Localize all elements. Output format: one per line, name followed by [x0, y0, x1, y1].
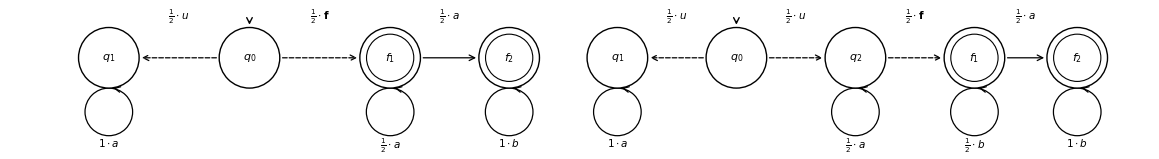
Text: $\frac{1}{2} \cdot u$: $\frac{1}{2} \cdot u$: [666, 7, 687, 26]
Text: $q_0$: $q_0$: [730, 52, 743, 64]
Circle shape: [79, 28, 139, 88]
Text: $f_2$: $f_2$: [1072, 51, 1083, 65]
Text: $f_2$: $f_2$: [504, 51, 515, 65]
Text: $\frac{1}{2} \cdot u$: $\frac{1}{2} \cdot u$: [785, 7, 807, 26]
Text: $\frac{1}{2} \cdot u$: $\frac{1}{2} \cdot u$: [168, 7, 190, 26]
Text: $q_0$: $q_0$: [242, 52, 256, 64]
Circle shape: [219, 28, 279, 88]
Circle shape: [479, 28, 539, 88]
Text: $\frac{1}{2} \cdot a$: $\frac{1}{2} \cdot a$: [845, 137, 866, 155]
Text: $f_1$: $f_1$: [385, 51, 395, 65]
Text: $1 \cdot a$: $1 \cdot a$: [606, 137, 628, 149]
Text: $1 \cdot b$: $1 \cdot b$: [498, 137, 520, 149]
Text: $q_1$: $q_1$: [611, 52, 624, 64]
Text: $q_2$: $q_2$: [848, 52, 862, 64]
Circle shape: [1047, 28, 1108, 88]
Text: $q_1$: $q_1$: [102, 52, 116, 64]
Circle shape: [825, 28, 885, 88]
Text: $f_1$: $f_1$: [969, 51, 979, 65]
Circle shape: [706, 28, 767, 88]
Text: $\frac{1}{2} \cdot a$: $\frac{1}{2} \cdot a$: [439, 7, 460, 26]
Text: $\frac{1}{2} \cdot a$: $\frac{1}{2} \cdot a$: [380, 137, 401, 155]
Text: $1 \cdot a$: $1 \cdot a$: [99, 137, 119, 149]
Text: $\frac{1}{2} \cdot b$: $\frac{1}{2} \cdot b$: [964, 137, 985, 155]
Circle shape: [588, 28, 648, 88]
Text: $\frac{1}{2} \cdot a$: $\frac{1}{2} \cdot a$: [1015, 7, 1036, 26]
Text: $\frac{1}{2} \cdot \mathbf{f}$: $\frac{1}{2} \cdot \mathbf{f}$: [905, 7, 925, 26]
Text: $\frac{1}{2} \cdot \mathbf{f}$: $\frac{1}{2} \cdot \mathbf{f}$: [309, 7, 330, 26]
Circle shape: [359, 28, 421, 88]
Circle shape: [945, 28, 1005, 88]
Text: $1 \cdot b$: $1 \cdot b$: [1066, 137, 1088, 149]
